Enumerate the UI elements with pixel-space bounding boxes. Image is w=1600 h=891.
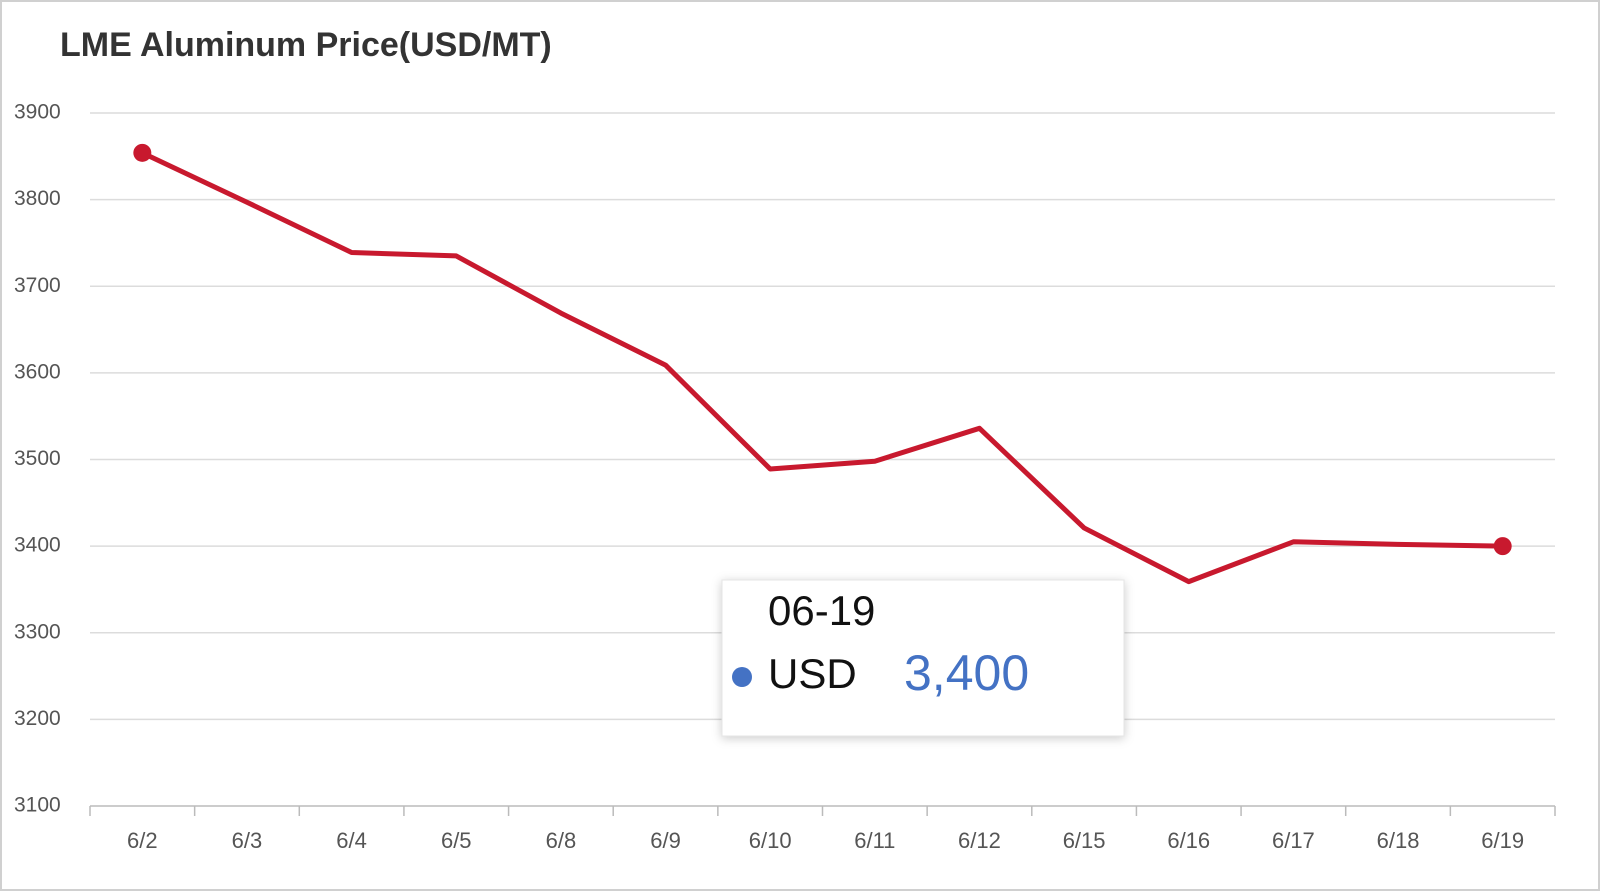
- y-tick-label: 3800: [14, 187, 61, 210]
- x-tick-label: 6/4: [336, 828, 367, 853]
- x-tick-label: 6/12: [958, 828, 1001, 853]
- y-tick-label: 3300: [14, 620, 61, 643]
- tooltip-dot: [732, 667, 752, 687]
- tooltip-box: [721, 579, 1125, 737]
- tooltip-value: 3,400: [904, 645, 1029, 701]
- x-tick-label: 6/17: [1272, 828, 1315, 853]
- tooltip: 06-19 USD 3,400: [721, 579, 1125, 737]
- x-tick-label: 6/16: [1167, 828, 1210, 853]
- point: [133, 143, 152, 162]
- y-tick-label: 3100: [14, 794, 61, 817]
- x-tick-label: 6/5: [441, 828, 472, 853]
- y-tick-label: 3200: [14, 707, 61, 730]
- tooltip-name: USD: [768, 650, 857, 697]
- point: [1493, 537, 1512, 556]
- y-tick-label: 3600: [14, 360, 61, 383]
- x-tick-label: 6/18: [1377, 828, 1420, 853]
- x-tick-label: 6/15: [1063, 828, 1106, 853]
- x-tick-label: 6/2: [127, 828, 158, 853]
- tooltip-title: 06-19: [768, 587, 875, 634]
- x-tick-label: 6/9: [650, 828, 681, 853]
- x-tick-label: 6/8: [546, 828, 577, 853]
- y-tick-label: 3500: [14, 447, 61, 470]
- x-tick-label: 6/11: [854, 828, 895, 853]
- y-tick-label: 3700: [14, 274, 61, 297]
- y-tick-label: 3400: [14, 534, 61, 557]
- y-tick-label: 3900: [14, 101, 61, 124]
- chart-title: LME Aluminum Price(USD/MT): [60, 26, 552, 64]
- x-tick-label: 6/3: [232, 828, 263, 853]
- x-tick-label: 6/19: [1481, 828, 1524, 853]
- x-tick-label: 6/10: [749, 828, 792, 853]
- line: [141, 150, 1503, 585]
